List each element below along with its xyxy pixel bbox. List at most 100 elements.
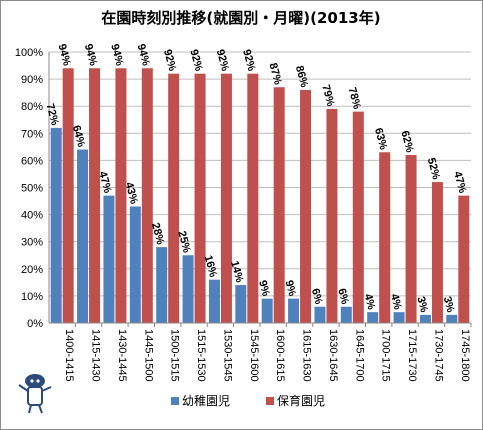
bar <box>261 298 273 323</box>
bar <box>326 108 338 323</box>
y-tick-label: 90% <box>21 74 43 86</box>
data-label: 52% <box>425 157 442 182</box>
bar <box>300 89 312 323</box>
legend-label: 幼稚園児 <box>182 394 230 408</box>
bar <box>446 314 458 323</box>
data-label: 62% <box>398 129 415 154</box>
mascot-arm <box>41 386 52 392</box>
y-axis: 0% 10% 20% 30% 40% 50% 60% 70% 80% 90% 100% <box>15 47 50 330</box>
mascot-body <box>27 386 43 406</box>
data-label: 4% <box>388 293 404 312</box>
bar <box>156 247 168 323</box>
mascot-leg <box>38 404 43 414</box>
bar <box>458 195 470 323</box>
x-tick-label: 1645-1700 <box>353 329 365 382</box>
x-tick-label: 1415-1430 <box>90 329 102 382</box>
mascot-arm <box>18 384 29 392</box>
x-tick-label: 1615-1630 <box>301 329 313 382</box>
y-tick-label: 80% <box>21 101 43 113</box>
mascot-logo-icon <box>18 374 52 414</box>
bar <box>247 73 259 324</box>
data-label: 28% <box>149 222 166 247</box>
mascot-eye <box>30 379 34 383</box>
bar <box>405 154 417 323</box>
x-tick-label: 1730-1745 <box>432 329 444 382</box>
y-tick-label: 50% <box>21 183 43 195</box>
data-label: 94% <box>55 43 72 68</box>
bar <box>89 68 101 323</box>
chart-title: 在園時刻別推移(就園別・月曜)(2013年) <box>101 9 380 27</box>
y-tick-label: 60% <box>21 155 43 167</box>
x-tick-label: 1700-1715 <box>380 329 392 382</box>
data-label: 92% <box>240 48 257 73</box>
data-label: 79% <box>319 83 336 108</box>
bar <box>220 73 232 324</box>
x-tick-label: 1500-1515 <box>169 329 181 382</box>
data-label: 9% <box>256 279 272 298</box>
data-label: 64% <box>70 124 87 149</box>
data-label: 25% <box>175 230 192 255</box>
bar <box>393 312 405 323</box>
bar <box>208 279 220 323</box>
x-tick-label: 1630-1645 <box>327 329 339 382</box>
bar <box>367 312 379 323</box>
data-label: 92% <box>187 48 204 73</box>
x-tick-label: 1600-1615 <box>274 329 286 382</box>
x-tick-label: 1545-1600 <box>248 329 260 382</box>
bar <box>419 314 431 323</box>
data-label: 4% <box>362 293 378 312</box>
bar <box>168 73 180 324</box>
x-tick-label: 1430-1445 <box>116 329 128 382</box>
bars-group <box>50 68 470 324</box>
x-tick-label: 1530-1545 <box>221 329 233 382</box>
bar <box>235 285 247 323</box>
y-tick-label: 70% <box>21 128 43 140</box>
bar <box>103 195 115 323</box>
mascot-figure <box>18 374 52 414</box>
y-tick-label: 10% <box>21 291 43 303</box>
bar <box>194 73 206 324</box>
data-label: 72% <box>43 102 60 127</box>
y-tick-label: 0% <box>27 318 43 330</box>
mascot-eye <box>36 379 40 383</box>
mascot-head <box>25 374 45 388</box>
bar <box>115 68 127 323</box>
data-label: 47% <box>451 170 468 195</box>
data-label: 9% <box>282 279 298 298</box>
legend-label: 保育園児 <box>277 393 325 408</box>
bar <box>352 111 364 324</box>
data-labels: 72% 94% 64% 94% 47% 94% 43% 94% 28% 92% 25% 92% 16% 9… <box>43 43 468 314</box>
data-label: 94% <box>135 43 152 68</box>
data-label: 3% <box>441 295 457 314</box>
bar <box>50 127 62 323</box>
x-tick-label: 1400-1415 <box>63 329 75 382</box>
x-axis: 1400-1415 1415-1430 1430-1445 1445-1500 1500… <box>49 322 472 382</box>
x-tick-label: 1715-1730 <box>406 329 418 382</box>
bar <box>273 87 285 323</box>
legend-swatch <box>171 397 179 405</box>
data-label: 92% <box>214 48 231 73</box>
bar <box>431 182 443 323</box>
data-label: 94% <box>82 43 99 68</box>
y-tick-label: 20% <box>21 264 43 276</box>
legend-swatch <box>266 397 274 405</box>
bar <box>314 306 326 323</box>
data-label: 14% <box>228 260 245 285</box>
data-label: 63% <box>372 127 389 152</box>
bar <box>379 152 391 323</box>
bar <box>288 298 300 323</box>
bar <box>141 68 153 323</box>
data-label: 6% <box>309 287 325 306</box>
data-label: 86% <box>293 64 310 89</box>
bar <box>340 306 352 323</box>
bar <box>77 149 89 323</box>
x-tick-label: 1745-1800 <box>459 329 471 382</box>
data-label: 6% <box>335 287 351 306</box>
x-tick-label: 1445-1500 <box>142 329 154 382</box>
bar <box>182 255 194 323</box>
data-label: 78% <box>346 86 363 111</box>
y-tick-label: 30% <box>21 237 43 249</box>
bar <box>62 68 74 323</box>
